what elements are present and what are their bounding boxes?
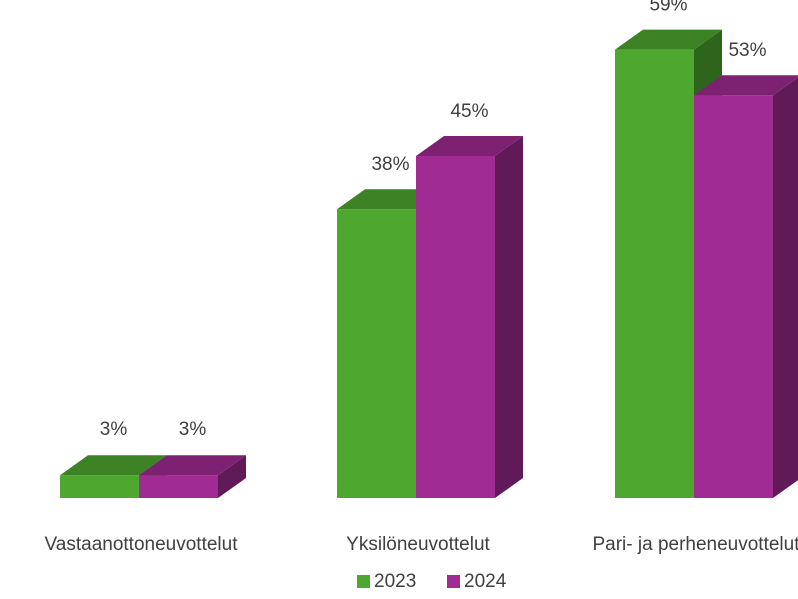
bar-top: [139, 455, 246, 476]
bar-side: [773, 77, 798, 498]
x-tick-label: Vastaanottoneuvottelut: [45, 534, 239, 555]
bar: [416, 156, 495, 498]
legend-label: 2024: [464, 571, 507, 592]
bar-top: [694, 75, 798, 96]
x-tick-label: Pari- ja perheneuvottelut: [592, 534, 798, 555]
bar: [139, 475, 218, 498]
bar-top: [615, 29, 722, 50]
legend-swatch: [357, 575, 370, 588]
bar: [337, 209, 416, 498]
data-label: 3%: [179, 419, 207, 440]
data-label: 59%: [649, 0, 687, 16]
data-label: 53%: [728, 40, 766, 61]
x-tick-label: Yksilöneuvottelut: [346, 534, 490, 555]
data-label: 38%: [371, 154, 409, 175]
data-label: 3%: [100, 419, 128, 440]
legend-label: 2023: [374, 571, 416, 592]
bar: [694, 95, 773, 498]
bar-top: [416, 136, 523, 156]
bar-side: [218, 455, 246, 498]
bar: [615, 49, 694, 498]
data-label: 45%: [450, 101, 488, 122]
bar: [60, 475, 139, 498]
bar-side: [495, 136, 523, 498]
legend-swatch: [447, 575, 460, 588]
bar-top: [60, 455, 167, 476]
